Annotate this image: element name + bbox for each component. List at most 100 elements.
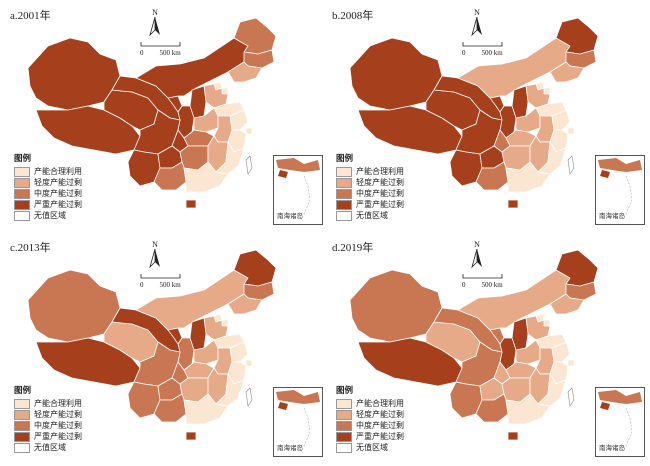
legend-swatch <box>14 188 30 199</box>
inset-map <box>598 390 642 451</box>
legend: 图例 产能合理利用 轻度产能过剩 中度产能过剩 严重产能过剩 无值区域 <box>14 384 82 453</box>
legend-item: 轻度产能过剩 <box>336 409 404 420</box>
legend-swatch <box>14 199 30 210</box>
legend-label: 产能合理利用 <box>34 399 82 408</box>
inset-label: 南海诸岛 <box>599 212 625 220</box>
north-arrow-icon: N <box>140 8 170 41</box>
legend-swatch <box>336 442 352 453</box>
province-region <box>505 393 551 425</box>
north-arrow-glyph-icon <box>471 248 482 269</box>
china-map <box>349 249 599 441</box>
inset-map <box>276 390 320 451</box>
legend-swatch <box>336 431 352 442</box>
legend-swatch <box>14 420 30 431</box>
legend-swatch <box>336 166 352 177</box>
north-letter: N <box>152 8 158 17</box>
legend-label: 无值区域 <box>356 211 388 220</box>
province-region <box>183 161 229 193</box>
south-china-sea-inset: 南海诸岛 <box>273 155 323 225</box>
legend-item: 无值区域 <box>336 442 404 453</box>
legend: 图例 产能合理利用 轻度产能过剩 中度产能过剩 严重产能过剩 无值区域 <box>336 384 404 453</box>
panel-title: d.2019年 <box>332 242 374 254</box>
north-arrow-glyph-icon <box>149 16 160 37</box>
map-panel-2019: d.2019年 N 0 500 km 图例 产能合理利用 轻度产能过剩 中度产能过… <box>330 238 645 463</box>
legend-label: 严重产能过剩 <box>356 432 404 441</box>
legend-label: 中度产能过剩 <box>34 421 82 430</box>
scale-bar: 0 500 km <box>140 274 186 289</box>
province-region <box>203 315 229 341</box>
north-arrow-icon: N <box>462 8 492 41</box>
province-region <box>555 17 599 55</box>
province-region <box>505 161 551 193</box>
panel-title: c.2013年 <box>10 242 51 254</box>
province-region <box>233 17 277 55</box>
legend-swatch <box>336 210 352 221</box>
scale-bar-line <box>462 42 503 47</box>
legend-swatch <box>14 177 30 188</box>
china-map <box>27 249 277 441</box>
legend-item: 产能合理利用 <box>336 398 404 409</box>
province-region <box>543 87 551 95</box>
legend-label: 中度产能过剩 <box>34 189 82 198</box>
province-region <box>567 359 575 367</box>
province-region <box>551 109 571 131</box>
province-region <box>549 293 585 315</box>
legend-item: 中度产能过剩 <box>14 188 82 199</box>
legend-item: 中度产能过剩 <box>14 420 82 431</box>
province-region <box>507 199 519 209</box>
map-panel-2001: a.2001年 N 0 500 km 图例 产能合理利用 轻度产能过剩 中度产能过… <box>8 6 323 231</box>
province-region <box>525 83 551 109</box>
province-region <box>185 431 197 441</box>
north-letter: N <box>474 240 480 249</box>
province-region <box>525 315 551 341</box>
scale-zero: 0 <box>462 49 466 57</box>
legend-item: 中度产能过剩 <box>336 188 404 199</box>
scale-zero: 0 <box>140 49 144 57</box>
legend-item: 产能合理利用 <box>14 166 82 177</box>
legend-swatch <box>14 398 30 409</box>
panel-title: b.2008年 <box>332 10 374 22</box>
province-region <box>555 249 599 287</box>
legend-label: 无值区域 <box>34 211 66 220</box>
south-china-sea-inset: 南海诸岛 <box>595 387 645 457</box>
legend-swatch <box>14 166 30 177</box>
legend-item: 严重产能过剩 <box>14 431 82 442</box>
panel-title: a.2001年 <box>10 10 51 22</box>
inset-label: 南海诸岛 <box>277 444 303 452</box>
legend-title: 图例 <box>14 386 32 396</box>
province-region <box>227 293 263 315</box>
scale-zero: 0 <box>140 281 144 289</box>
scale-bar-line <box>462 274 503 279</box>
scale-bar: 0 500 km <box>140 42 186 57</box>
province-region <box>245 387 253 407</box>
scale-value: 500 km <box>159 49 181 57</box>
legend-title: 图例 <box>336 154 354 164</box>
legend-swatch <box>336 177 352 188</box>
inset-map <box>276 158 320 219</box>
inset-label: 南海诸岛 <box>277 212 303 220</box>
province-region <box>245 359 253 367</box>
legend-label: 严重产能过剩 <box>34 432 82 441</box>
province-region <box>543 319 551 327</box>
legend: 图例 产能合理利用 轻度产能过剩 中度产能过剩 严重产能过剩 无值区域 <box>14 152 82 221</box>
legend-item: 无值区域 <box>14 442 82 453</box>
province-region <box>221 87 229 95</box>
legend-label: 产能合理利用 <box>34 167 82 176</box>
inset-label: 南海诸岛 <box>599 444 625 452</box>
province-region <box>551 341 571 363</box>
legend-item: 严重产能过剩 <box>336 431 404 442</box>
north-arrow-glyph-icon <box>149 248 160 269</box>
legend-item: 轻度产能过剩 <box>14 409 82 420</box>
province-region <box>245 155 253 175</box>
map-panel-2008: b.2008年 N 0 500 km 图例 产能合理利用 轻度产能过剩 中度产能过… <box>330 6 645 231</box>
south-china-sea-inset: 南海诸岛 <box>273 387 323 457</box>
province-region <box>185 199 197 209</box>
province-region <box>221 319 229 327</box>
legend-swatch <box>336 409 352 420</box>
legend-label: 轻度产能过剩 <box>356 410 404 419</box>
province-region <box>567 387 575 407</box>
province-region <box>567 127 575 135</box>
legend-label: 严重产能过剩 <box>34 200 82 209</box>
legend-item: 无值区域 <box>336 210 404 221</box>
legend-swatch <box>336 188 352 199</box>
